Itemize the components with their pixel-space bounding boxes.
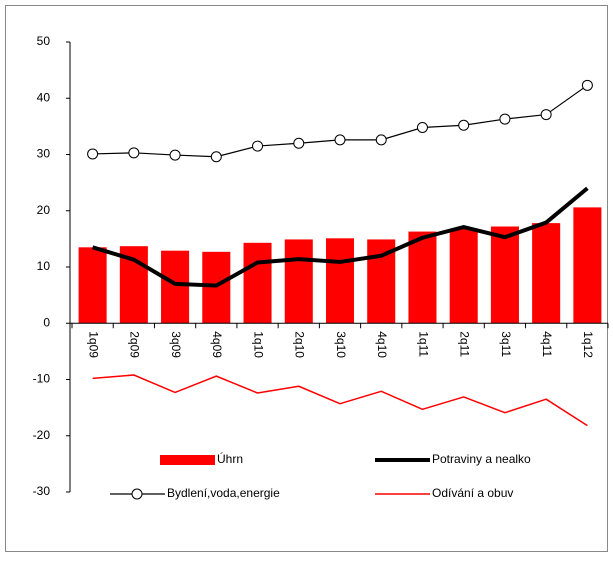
- marker: [375, 134, 387, 146]
- marker: [540, 109, 552, 121]
- x-tick-label: 2q09: [128, 331, 142, 358]
- y-tick-label: 10: [37, 259, 51, 273]
- x-tick-label: 1q09: [86, 331, 100, 358]
- marker: [499, 113, 511, 125]
- marker: [293, 137, 305, 149]
- marker: [334, 134, 346, 146]
- marker: [169, 149, 181, 161]
- marker: [87, 148, 99, 160]
- y-tick-label: 50: [37, 34, 51, 48]
- x-tick-label: 4q10: [375, 331, 389, 358]
- y-tick-label: 20: [37, 203, 51, 217]
- y-tick-label: -10: [33, 372, 51, 386]
- line: [92, 374, 588, 427]
- x-tick-label: 4q11: [540, 331, 554, 357]
- x-tick-label: 2q10: [293, 331, 307, 358]
- x-tick-label: 4q09: [210, 331, 224, 358]
- marker: [210, 151, 222, 163]
- legend-marker: [131, 488, 143, 500]
- x-tick-label: 3q10: [334, 331, 348, 358]
- marker: [252, 140, 264, 152]
- x-tick-label: 1q10: [251, 331, 265, 358]
- bar: [243, 242, 272, 324]
- bar: [573, 207, 602, 324]
- bar: [532, 223, 561, 324]
- y-tick-label: -20: [33, 428, 51, 442]
- line: [92, 186, 589, 288]
- marker: [416, 122, 428, 133]
- bar: [161, 250, 190, 324]
- legend-label: Odívání a obuv: [432, 486, 513, 500]
- bar: [78, 247, 107, 324]
- legend-label: Úhrn: [217, 451, 243, 466]
- y-tick-label: -30: [33, 484, 51, 498]
- marker: [581, 79, 593, 91]
- x-tick-label: 2q11: [458, 331, 472, 357]
- x-tick-label: 1q12: [581, 331, 595, 358]
- bar: [284, 239, 313, 324]
- x-tick-label: 1q11: [416, 331, 430, 357]
- y-tick-label: 40: [37, 90, 51, 104]
- legend-label: Potraviny a nealko: [432, 452, 531, 466]
- legend-swatch: [160, 455, 215, 465]
- x-tick-label: 3q09: [169, 331, 183, 358]
- x-tick-label: 3q11: [499, 331, 513, 357]
- bar: [408, 231, 437, 324]
- y-tick-label: 30: [37, 147, 51, 161]
- marker: [128, 147, 140, 159]
- bar: [449, 228, 478, 324]
- legend-label: Bydlení,voda,energie: [167, 486, 280, 500]
- bar: [490, 226, 519, 324]
- y-tick-label: 0: [43, 315, 50, 329]
- bar: [325, 238, 355, 324]
- marker: [458, 119, 470, 131]
